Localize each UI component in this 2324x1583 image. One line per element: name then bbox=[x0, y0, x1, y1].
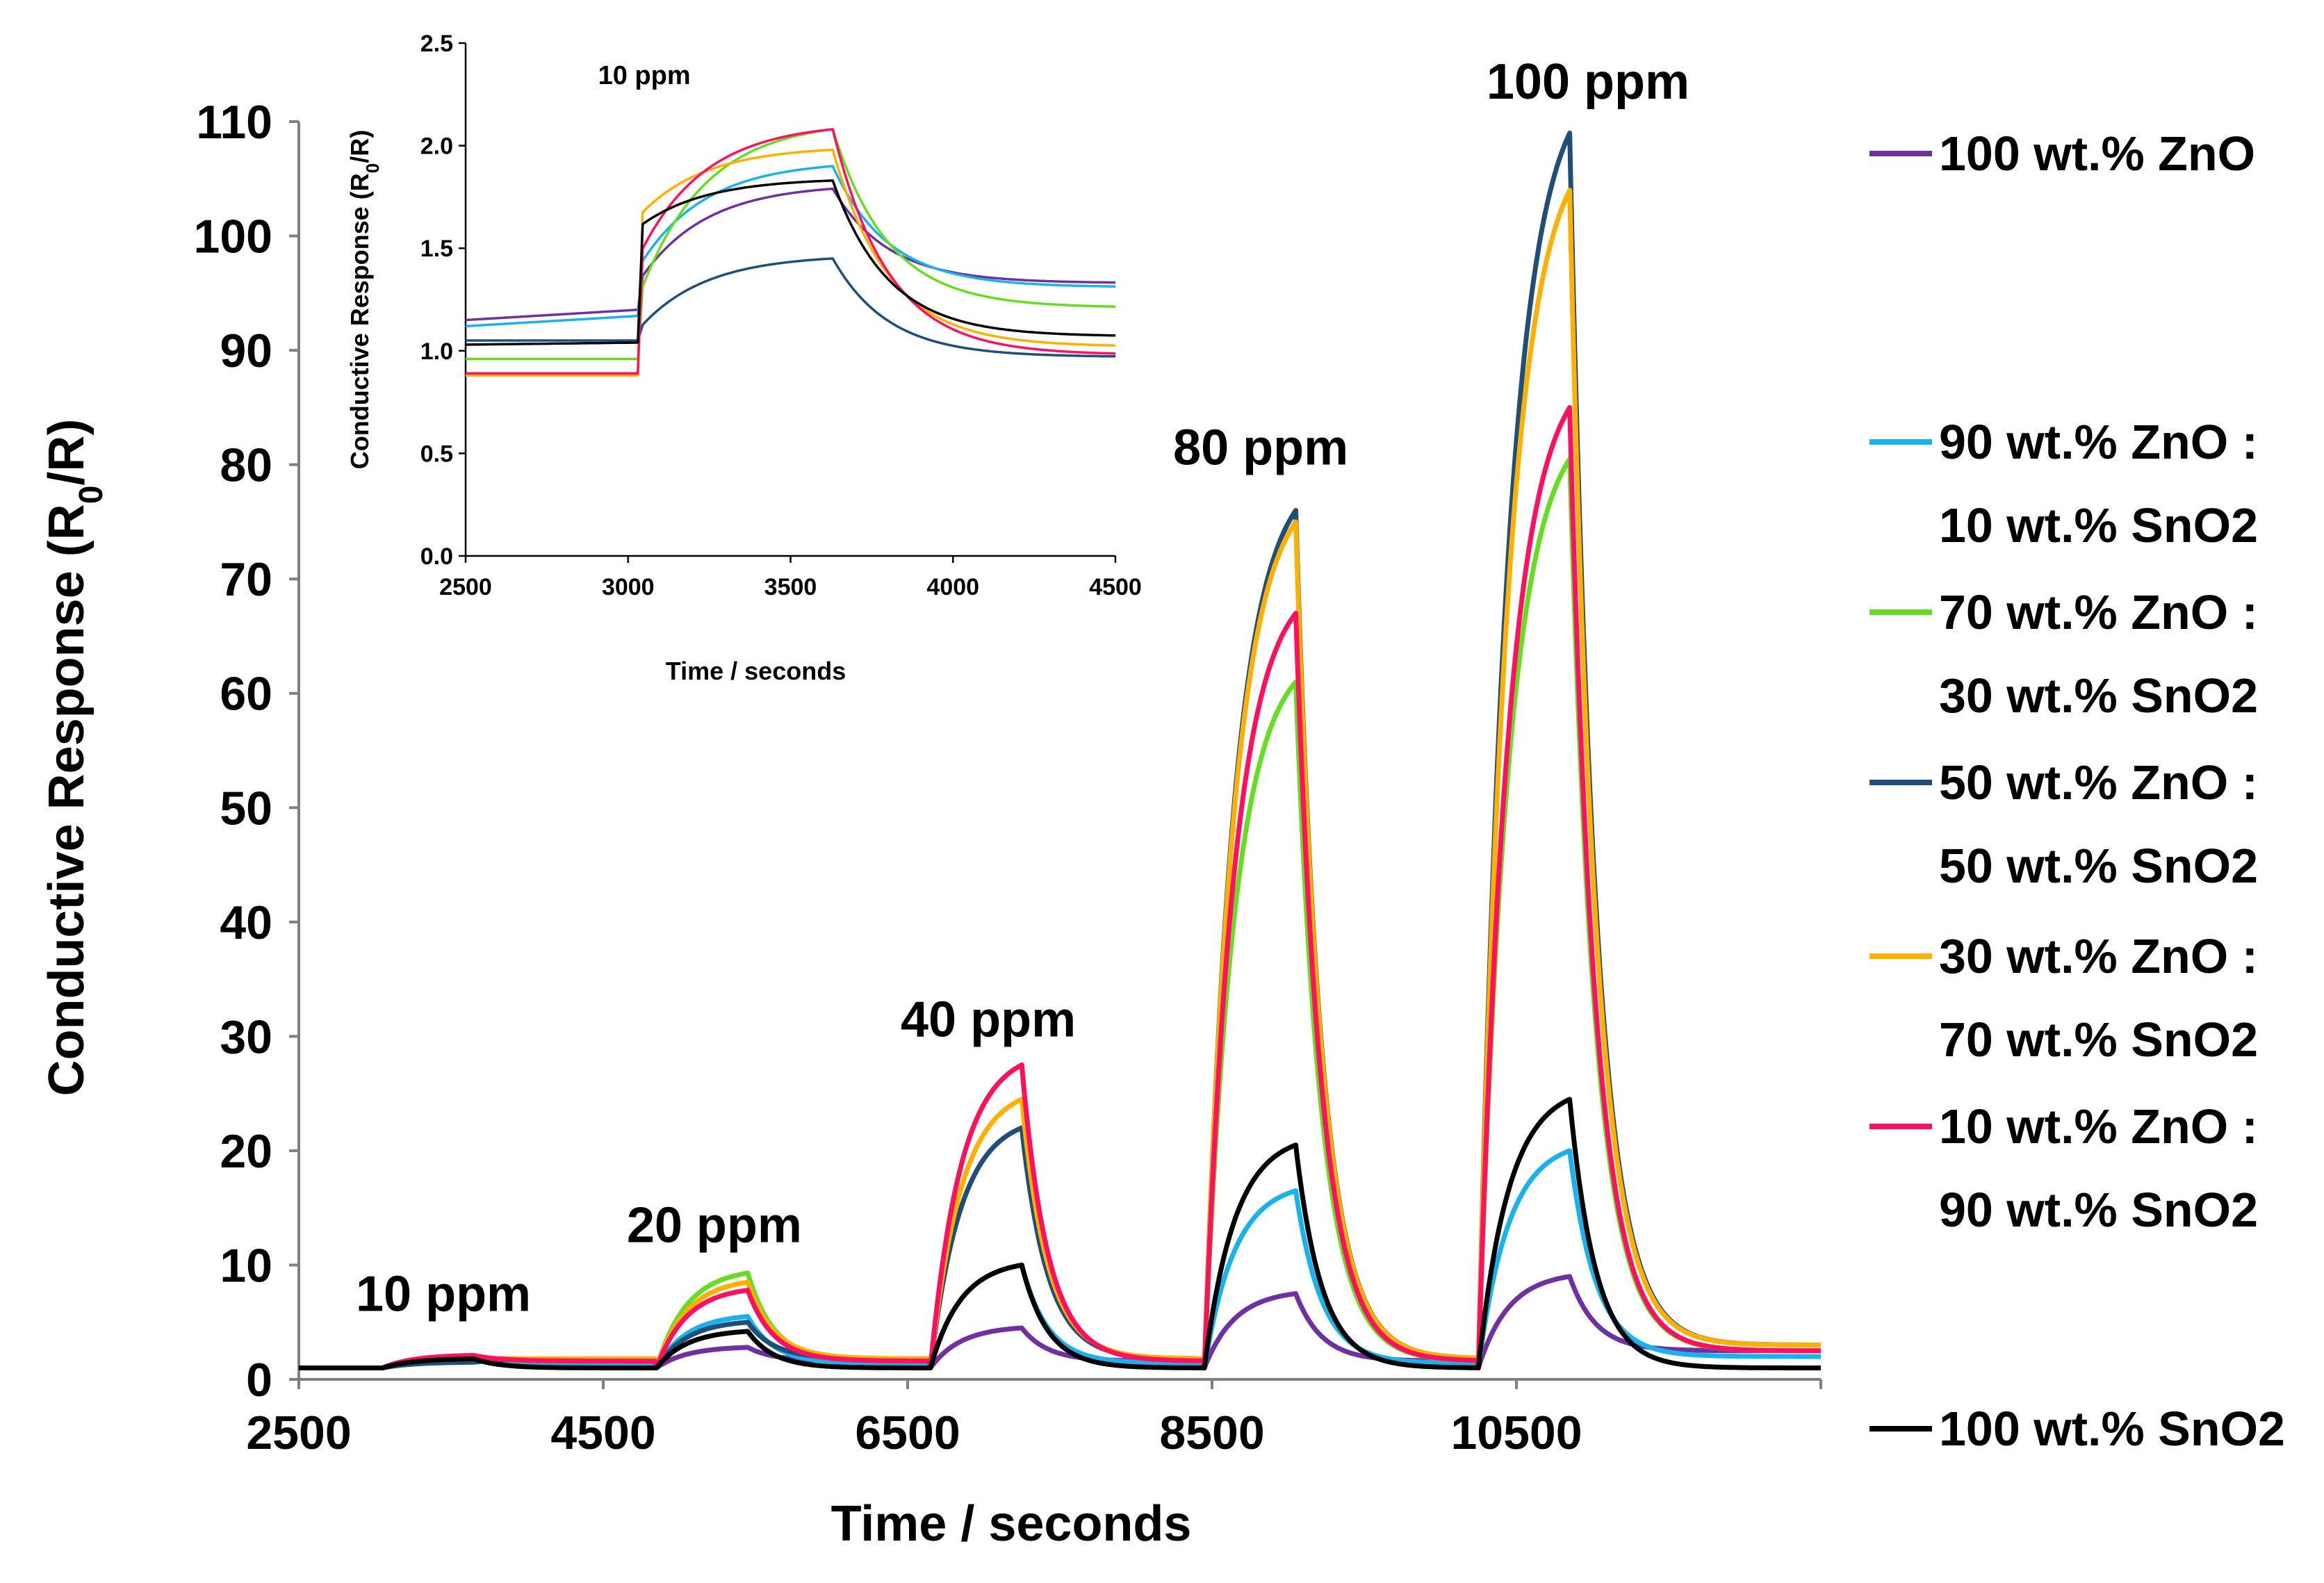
legend-label: 100 wt.% SnO2 bbox=[1939, 1402, 2285, 1456]
concentration-label: 40 ppm bbox=[901, 992, 1076, 1047]
y-axis-title: Conductive Response (R0/R) bbox=[39, 419, 110, 1097]
y-tick-label: 80 bbox=[220, 439, 272, 492]
concentration-label: 80 ppm bbox=[1173, 420, 1348, 476]
x-tick-label: 10500 bbox=[1450, 1406, 1582, 1459]
inset-plot: 0.0 0.5 1.0 1.5 2.0 2.5 2500 3000 3500 4000 4500 Ti… bbox=[345, 31, 1142, 685]
inset-series-line bbox=[466, 148, 1116, 377]
inset-series-line bbox=[466, 257, 1115, 358]
legend-label: 70 wt.% ZnO : bbox=[1939, 585, 2258, 639]
x-tick-label: 2500 bbox=[246, 1406, 351, 1459]
x-tick-label: 8500 bbox=[1159, 1406, 1264, 1459]
legend-label: 30 wt.% SnO2 bbox=[1939, 669, 2258, 723]
inset-y-tick-label: 0.0 bbox=[420, 543, 453, 570]
y-tick-label: 40 bbox=[220, 896, 272, 949]
inset-x-tick-label: 4000 bbox=[926, 574, 979, 600]
y-tick-label: 90 bbox=[220, 325, 272, 377]
inset-y-axis-title: Conductive Response (R0/R) bbox=[345, 130, 383, 470]
legend-label: 50 wt.% ZnO : bbox=[1939, 755, 2258, 810]
inset-y-axis-title-part: Conductive Response (R bbox=[345, 173, 374, 469]
y-tick-label: 110 bbox=[196, 96, 272, 149]
inset-series-line bbox=[466, 179, 1115, 346]
y-tick-label: 30 bbox=[220, 1010, 272, 1063]
inset-x-axis-title: Time / seconds bbox=[666, 657, 846, 685]
y-tick-label: 100 bbox=[194, 211, 272, 263]
series-line bbox=[297, 456, 1822, 1370]
inset-y-axis-title-part: /R) bbox=[345, 130, 374, 163]
x-tick-label: 6500 bbox=[855, 1406, 960, 1459]
y-tick-label: 50 bbox=[220, 782, 272, 835]
inset-x-tick-label: 2500 bbox=[439, 574, 492, 600]
legend-label: 70 wt.% SnO2 bbox=[1939, 1012, 2258, 1067]
inset-series-line bbox=[465, 165, 1115, 328]
concentration-label: 100 ppm bbox=[1487, 54, 1689, 110]
legend-label: 30 wt.% ZnO : bbox=[1939, 929, 2258, 983]
series-line bbox=[297, 1097, 1822, 1370]
inset-series-group bbox=[465, 128, 1116, 377]
y-tick-label: 70 bbox=[220, 553, 272, 606]
series-line bbox=[297, 404, 1822, 1370]
inset-y-tick-label: 1.5 bbox=[420, 236, 453, 262]
y-tick-label: 60 bbox=[220, 668, 272, 721]
concentration-label: 20 ppm bbox=[627, 1198, 802, 1254]
x-axis-title: Time / seconds bbox=[831, 1496, 1192, 1552]
legend-label: 10 wt.% ZnO : bbox=[1939, 1099, 2258, 1154]
legend-label: 50 wt.% SnO2 bbox=[1939, 839, 2258, 893]
concentration-label: 10 ppm bbox=[356, 1266, 531, 1322]
inset-x-tick-label: 3000 bbox=[602, 574, 655, 600]
legend-label: 90 wt.% ZnO : bbox=[1939, 415, 2258, 469]
inset-y-tick-label: 2.5 bbox=[420, 31, 453, 57]
inset-series-line bbox=[466, 128, 1116, 375]
series-group bbox=[297, 131, 1822, 1370]
y-axis-title-part: Conductive Response (R bbox=[39, 504, 95, 1096]
legend-label: 10 wt.% SnO2 bbox=[1939, 498, 2258, 552]
legend-label: 90 wt.% SnO2 bbox=[1939, 1183, 2258, 1237]
legend-label: 100 wt.% ZnO bbox=[1939, 126, 2255, 181]
y-tick-label: 20 bbox=[220, 1125, 272, 1178]
inset-y-tick-label: 2.0 bbox=[420, 133, 453, 160]
inset-x-tick-label: 4500 bbox=[1089, 574, 1142, 600]
y-tick-label: 0 bbox=[246, 1354, 272, 1406]
main-plot: 0 10 20 30 40 50 60 70 80 90 100 110 2500 4500 6500 850… bbox=[39, 54, 1822, 1552]
inset-y-tick-label: 1.0 bbox=[420, 338, 453, 365]
inset-y-axis-title-subscript: 0 bbox=[362, 163, 383, 173]
inset-series-line bbox=[466, 128, 1116, 361]
inset-title: 10 ppm bbox=[598, 61, 691, 90]
x-tick-label: 4500 bbox=[550, 1406, 655, 1459]
inset-x-tick-label: 3500 bbox=[764, 574, 817, 600]
legend: 100 wt.% ZnO 90 wt.% ZnO : 10 wt.% SnO2 70 … bbox=[1869, 126, 2285, 1456]
y-axis-title-part: /R) bbox=[39, 419, 95, 486]
inset-series-line bbox=[465, 187, 1116, 322]
y-axis-title-subscript: 0 bbox=[73, 486, 110, 505]
y-tick-label: 10 bbox=[220, 1239, 272, 1292]
inset-background bbox=[466, 43, 1115, 556]
inset-y-tick-label: 0.5 bbox=[420, 441, 453, 467]
